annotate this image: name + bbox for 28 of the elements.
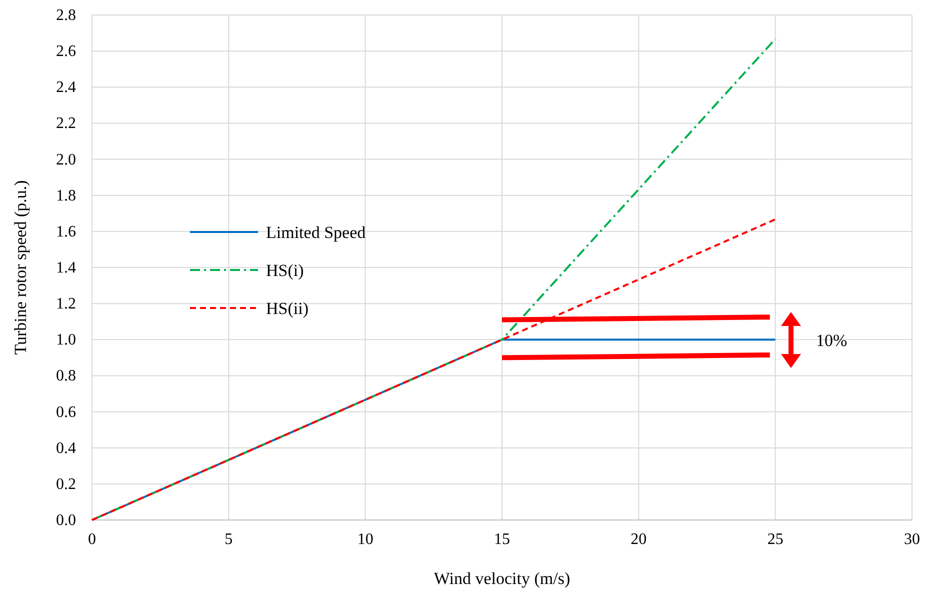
x-tick-label: 30 (904, 531, 920, 548)
x-tick-label: 25 (767, 531, 784, 548)
y-tick-label: 2.4 (56, 79, 76, 96)
x-tick-label: 20 (630, 531, 647, 548)
y-tick-label: 0.8 (56, 368, 76, 385)
legend-label: Limited Speed (266, 223, 366, 242)
y-tick-label: 1.2 (56, 296, 76, 313)
x-tick-label: 15 (494, 531, 510, 548)
y-tick-label: 1.8 (56, 187, 76, 204)
y-tick-label: 2.0 (56, 151, 76, 168)
x-axis-title: Wind velocity (m/s) (434, 569, 570, 588)
y-tick-label: 2.6 (56, 43, 76, 60)
legend-label: HS(ii) (266, 299, 308, 318)
y-tick-label: 1.4 (56, 260, 76, 276)
y-tick-label: 0.0 (56, 512, 76, 529)
x-tick-label: 0 (88, 531, 96, 548)
y-tick-label: 0.6 (56, 404, 76, 421)
y-axis-title: Turbine rotor speed (p.u.) (11, 180, 30, 355)
x-tick-label: 5 (224, 531, 233, 548)
y-tick-label: 2.8 (56, 7, 76, 24)
y-tick-label: 1.6 (56, 223, 76, 240)
legend-label: HS(i) (266, 261, 304, 280)
x-tick-label: 10 (357, 531, 374, 548)
y-tick-label: 1.0 (56, 332, 76, 349)
y-tick-label: 0.4 (56, 440, 76, 457)
y-tick-label: 2.2 (56, 115, 76, 132)
annotation: 10% (816, 331, 848, 350)
y-tick-label: 0.2 (56, 476, 76, 493)
